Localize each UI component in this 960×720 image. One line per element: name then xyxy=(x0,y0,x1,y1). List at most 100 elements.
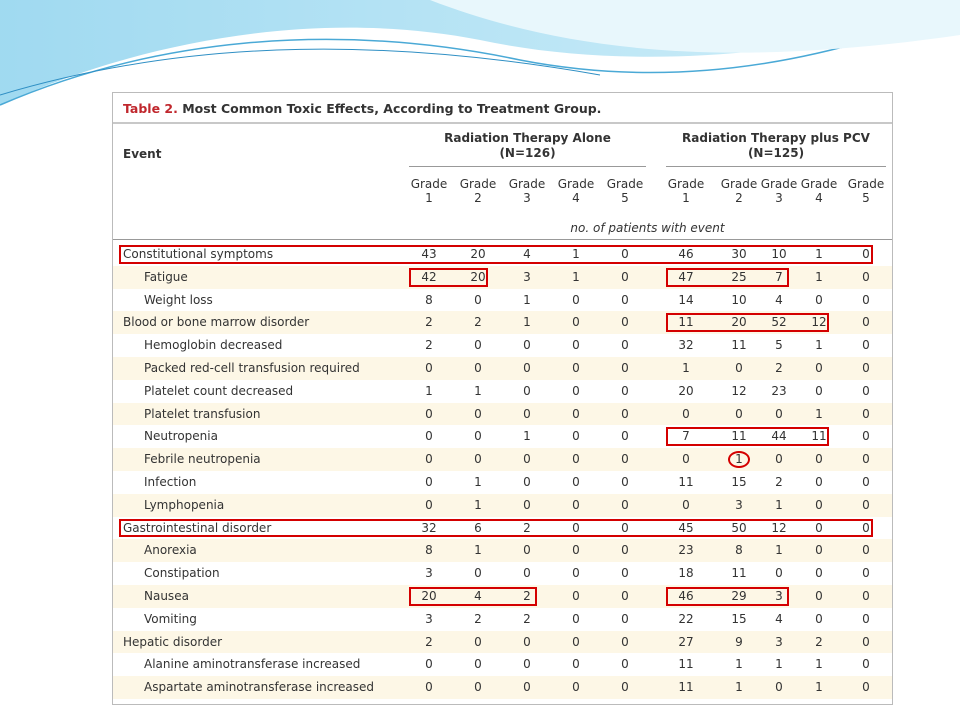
row-stripe xyxy=(113,265,892,289)
cell-value: 1 xyxy=(474,543,482,558)
cell-value: 0 xyxy=(815,611,823,626)
cell-value: 20 xyxy=(470,269,486,284)
cell-value: 0 xyxy=(425,680,433,695)
cell-value: 15 xyxy=(731,475,747,489)
cell-value: 2 xyxy=(474,611,482,626)
row-stripe xyxy=(113,402,892,426)
cell-value: 11 xyxy=(678,475,694,489)
highlight-circle xyxy=(728,451,750,469)
grade-label: Grade xyxy=(720,177,758,191)
cell-value: 0 xyxy=(523,680,531,695)
cell-value: 1 xyxy=(735,680,743,695)
cell-value: 0 xyxy=(572,338,580,353)
grade-label: Grade xyxy=(847,177,885,191)
cell-value: 1 xyxy=(572,247,580,261)
cell-value: 20 xyxy=(678,383,694,398)
cell-value: 1 xyxy=(523,292,531,307)
cell-value: 22 xyxy=(678,611,694,626)
cell-value: 11 xyxy=(678,680,694,695)
event-name: Anorexia xyxy=(144,543,197,558)
event-name: Neutropenia xyxy=(144,429,218,444)
cell-value: 0 xyxy=(815,452,823,467)
grade-label: Grade xyxy=(606,177,644,191)
cell-value: 50 xyxy=(731,520,747,535)
cell-value: 0 xyxy=(682,452,690,467)
cell-value: 44 xyxy=(771,429,787,444)
cell-value: 0 xyxy=(474,566,482,581)
cell-value: 11 xyxy=(811,429,827,444)
cell-value: 0 xyxy=(862,269,870,284)
cell-value: 45 xyxy=(678,520,694,535)
cell-value: 0 xyxy=(621,475,629,489)
cell-value: 46 xyxy=(678,247,694,261)
cell-value: 0 xyxy=(523,475,531,489)
row-stripe xyxy=(113,448,892,471)
cell-value: 1 xyxy=(474,383,482,398)
cell-value: 4 xyxy=(474,589,482,603)
table: Table 2. Most Common Toxic Effects, Acco… xyxy=(112,92,893,705)
cell-value: 15 xyxy=(731,611,747,626)
cell-value: 1 xyxy=(815,406,823,421)
cell-value: 20 xyxy=(470,247,486,261)
grade-number: 1 xyxy=(682,191,690,205)
grade-label: Grade xyxy=(459,177,497,191)
grade-number: 2 xyxy=(735,191,743,205)
cell-value: 3 xyxy=(775,634,783,649)
cell-value: 3 xyxy=(425,566,433,581)
cell-value: 0 xyxy=(572,611,580,626)
cell-value: 0 xyxy=(682,406,690,421)
row-stripe xyxy=(113,357,892,380)
cell-value: 3 xyxy=(523,269,531,284)
highlight-box xyxy=(666,267,789,287)
cell-value: 0 xyxy=(621,452,629,467)
row-stripe xyxy=(113,493,892,517)
grade-number: 4 xyxy=(815,191,823,205)
cell-value: 0 xyxy=(862,611,870,626)
unit-note: no. of patients with event xyxy=(570,221,725,235)
cell-value: 8 xyxy=(425,543,433,558)
cell-value: 0 xyxy=(862,315,870,330)
grade-label: Grade xyxy=(800,177,838,191)
grade-number: 5 xyxy=(621,191,629,205)
cell-value: 2 xyxy=(775,475,783,489)
cell-value: 0 xyxy=(621,520,629,535)
row-stripe xyxy=(113,585,892,608)
row-stripe xyxy=(113,630,892,654)
cell-value: 1 xyxy=(523,429,531,444)
cell-value: 0 xyxy=(775,406,783,421)
cell-value: 18 xyxy=(678,566,694,581)
cell-value: 12 xyxy=(731,383,747,398)
event-name: Hemoglobin decreased xyxy=(144,338,283,353)
cell-value: 52 xyxy=(771,315,787,330)
event-name: Platelet transfusion xyxy=(144,406,261,421)
cell-value: 0 xyxy=(572,497,580,512)
highlight-box xyxy=(119,518,873,538)
cell-value: 11 xyxy=(731,566,747,581)
cell-value: 2 xyxy=(425,634,433,649)
cell-value: 0 xyxy=(621,497,629,512)
cell-value: 2 xyxy=(474,315,482,330)
grade-label: Grade xyxy=(557,177,595,191)
event-name: Constipation xyxy=(144,566,220,581)
title-label: Table 2. xyxy=(123,101,178,116)
cell-value: 0 xyxy=(621,566,629,581)
cell-value: 0 xyxy=(815,292,823,307)
cell-value: 10 xyxy=(731,292,747,307)
cell-value: 0 xyxy=(815,497,823,512)
cell-value: 0 xyxy=(815,383,823,398)
cell-value: 10 xyxy=(771,247,787,261)
cell-value: 0 xyxy=(572,520,580,535)
cell-value: 0 xyxy=(474,452,482,467)
cell-value: 0 xyxy=(621,247,629,261)
grade-number: 5 xyxy=(862,191,870,205)
cell-value: 0 xyxy=(474,429,482,444)
cell-value: 0 xyxy=(572,657,580,672)
cell-value: 0 xyxy=(474,680,482,695)
cell-value: 0 xyxy=(621,429,629,444)
title-rule xyxy=(113,122,892,124)
table-title: Table 2. Most Common Toxic Effects, Acco… xyxy=(123,101,601,116)
event-name: Platelet count decreased xyxy=(144,383,294,398)
cell-value: 5 xyxy=(775,338,783,353)
cell-value: 0 xyxy=(682,497,690,512)
cell-value: 0 xyxy=(572,406,580,421)
